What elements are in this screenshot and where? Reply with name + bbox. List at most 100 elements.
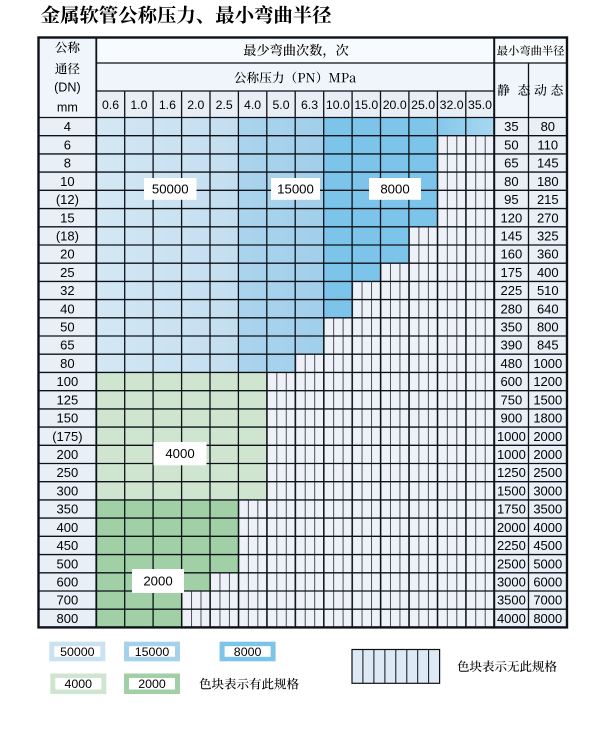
svg-text:600: 600 [57,575,79,590]
svg-text:900: 900 [501,411,523,426]
svg-text:225: 225 [501,283,523,298]
svg-text:6000: 6000 [533,575,562,590]
svg-text:6: 6 [64,137,71,152]
svg-text:1000: 1000 [497,447,526,462]
svg-text:50: 50 [504,137,518,152]
svg-text:300: 300 [57,483,79,498]
svg-text:800: 800 [57,611,79,626]
svg-text:15000: 15000 [277,182,314,197]
svg-text:1750: 1750 [497,502,526,517]
svg-text:95: 95 [504,192,518,207]
svg-text:3000: 3000 [533,483,562,498]
svg-text:2000: 2000 [138,677,166,691]
svg-text:450: 450 [57,538,79,553]
svg-text:4000: 4000 [497,611,526,626]
svg-text:160: 160 [501,247,523,262]
svg-text:400: 400 [57,520,79,535]
svg-text:(175): (175) [52,429,82,444]
svg-text:15: 15 [60,210,74,225]
svg-text:25: 25 [60,265,74,280]
svg-text:4000: 4000 [533,520,562,535]
svg-text:500: 500 [57,556,79,571]
svg-text:32.0: 32.0 [440,98,464,112]
svg-text:4000: 4000 [65,677,93,691]
svg-text:700: 700 [57,593,79,608]
svg-text:20: 20 [60,247,74,262]
svg-text:15000: 15000 [135,645,170,659]
svg-text:1200: 1200 [533,374,562,389]
svg-text:280: 280 [501,301,523,316]
svg-text:8000: 8000 [533,611,562,626]
svg-text:5000: 5000 [533,556,562,571]
svg-text:0.6: 0.6 [102,98,119,112]
svg-text:640: 640 [537,301,559,316]
svg-text:1500: 1500 [533,392,562,407]
svg-text:1000: 1000 [497,429,526,444]
svg-text:2250: 2250 [497,538,526,553]
svg-text:200: 200 [57,447,79,462]
svg-text:750: 750 [501,392,523,407]
svg-text:10: 10 [60,174,74,189]
svg-text:32: 32 [60,283,74,298]
svg-text:360: 360 [537,247,559,262]
svg-text:480: 480 [501,356,523,371]
svg-text:1250: 1250 [497,465,526,480]
svg-text:80: 80 [504,174,518,189]
svg-text:4.0: 4.0 [244,98,261,112]
svg-text:175: 175 [501,265,523,280]
svg-text:15.0: 15.0 [354,98,378,112]
svg-text:1500: 1500 [497,483,526,498]
svg-text:250: 250 [57,465,79,480]
svg-text:100: 100 [57,374,79,389]
svg-text:390: 390 [501,338,523,353]
svg-text:50000: 50000 [60,645,95,659]
svg-text:50: 50 [60,320,74,335]
svg-text:2.5: 2.5 [216,98,233,112]
svg-text:1000: 1000 [533,356,562,371]
svg-text:845: 845 [537,338,559,353]
svg-text:1.0: 1.0 [130,98,147,112]
svg-text:25.0: 25.0 [411,98,435,112]
svg-text:4: 4 [64,119,71,134]
svg-text:3000: 3000 [497,575,526,590]
svg-text:350: 350 [57,502,79,517]
svg-text:4500: 4500 [533,538,562,553]
svg-text:80: 80 [541,119,555,134]
svg-text:2500: 2500 [533,465,562,480]
svg-text:400: 400 [537,265,559,280]
svg-text:325: 325 [537,229,559,244]
svg-text:35.0: 35.0 [468,98,492,112]
svg-text:110: 110 [537,137,558,152]
svg-text:2.0: 2.0 [187,98,204,112]
svg-text:8: 8 [64,156,71,171]
svg-text:(DN): (DN) [54,81,81,95]
svg-text:145: 145 [537,156,559,171]
svg-text:125: 125 [57,392,79,407]
svg-text:3500: 3500 [533,502,562,517]
svg-text:35: 35 [504,119,518,134]
svg-text:1.6: 1.6 [159,98,176,112]
svg-text:600: 600 [501,374,523,389]
svg-text:120: 120 [501,210,523,225]
svg-text:215: 215 [537,192,559,207]
svg-text:350: 350 [501,320,523,335]
svg-text:2500: 2500 [497,556,526,571]
svg-text:5.0: 5.0 [272,98,289,112]
svg-text:40: 40 [60,301,74,316]
svg-text:2000: 2000 [143,574,172,589]
svg-text:150: 150 [57,411,79,426]
svg-text:2000: 2000 [533,447,562,462]
svg-text:10.0: 10.0 [326,98,350,112]
svg-text:1800: 1800 [533,411,562,426]
svg-text:7000: 7000 [533,593,562,608]
svg-text:2000: 2000 [497,520,526,535]
svg-text:8000: 8000 [380,182,409,197]
svg-text:mm: mm [57,101,78,115]
svg-text:80: 80 [60,356,74,371]
svg-text:(18): (18) [56,229,79,244]
svg-text:3500: 3500 [497,593,526,608]
svg-text:6.3: 6.3 [301,98,318,112]
svg-text:145: 145 [501,229,523,244]
svg-text:2000: 2000 [533,429,562,444]
svg-text:510: 510 [537,283,559,298]
